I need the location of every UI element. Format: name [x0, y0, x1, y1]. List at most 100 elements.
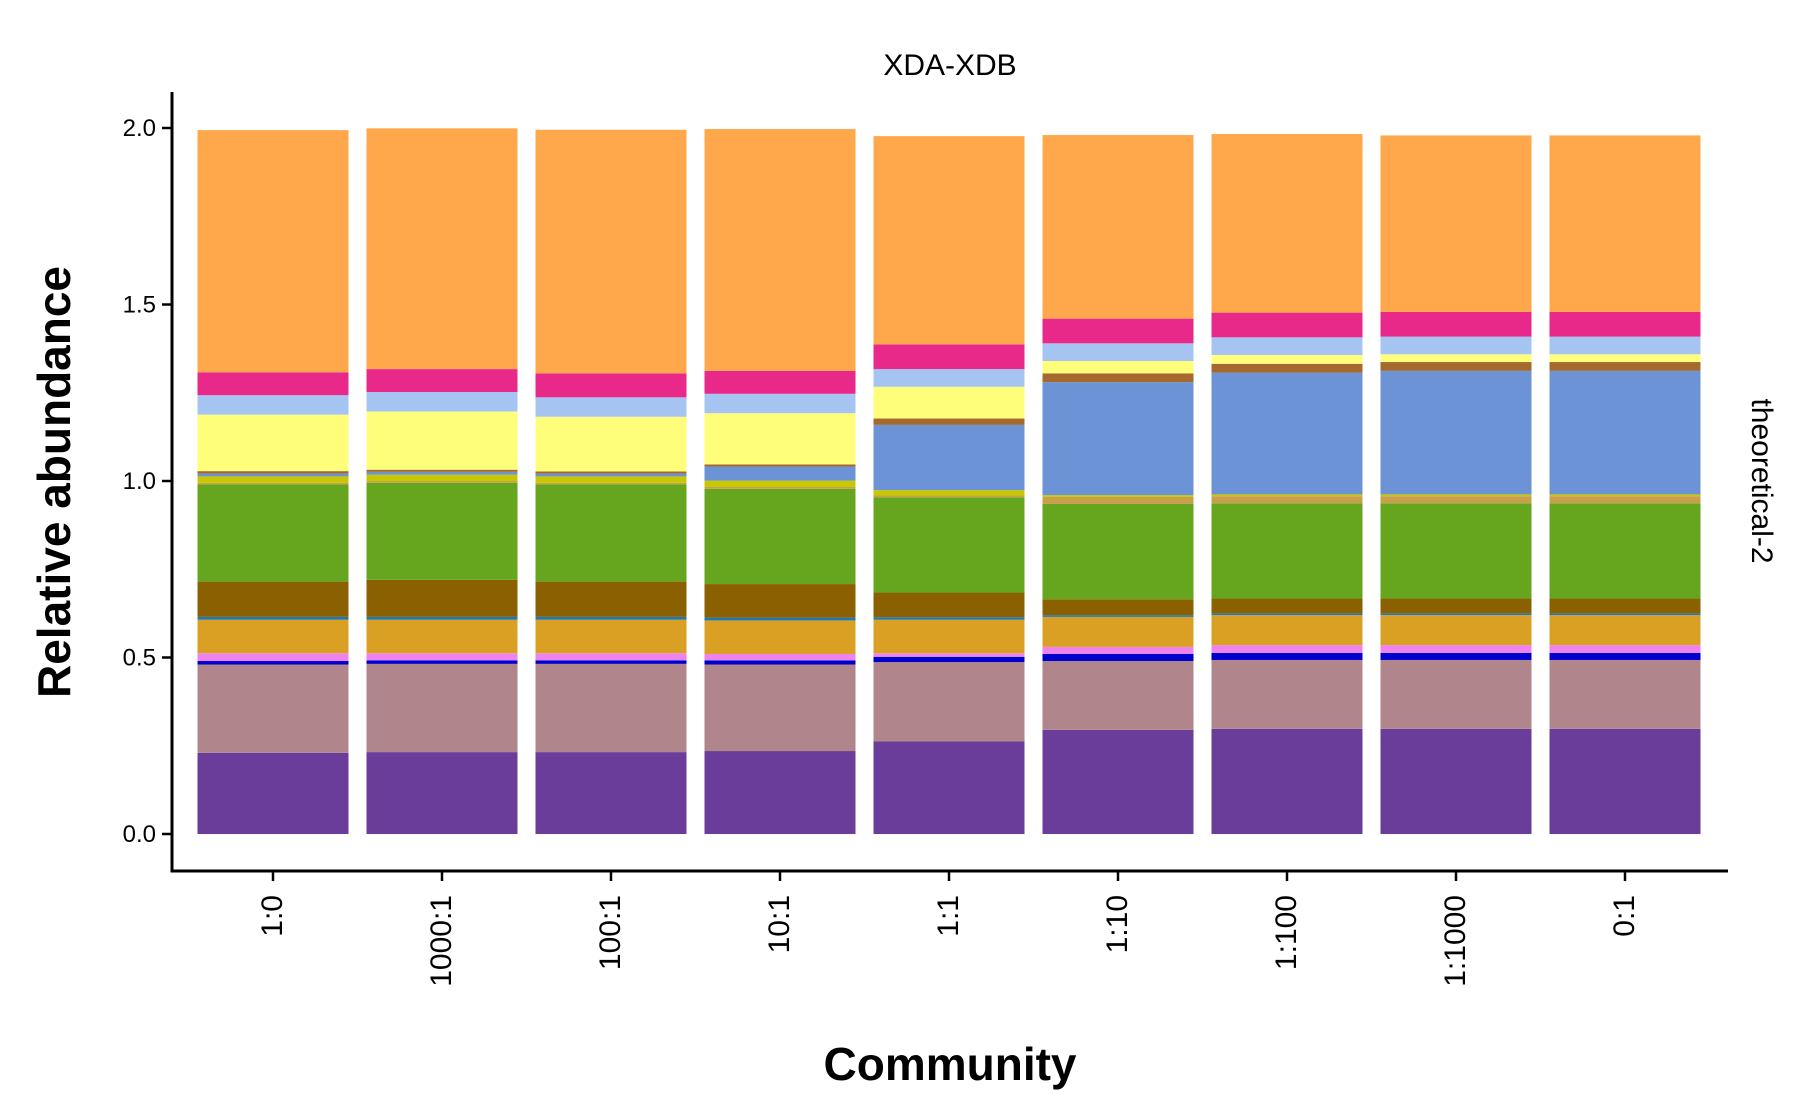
bar-segment	[1042, 615, 1194, 617]
bar-segment	[1042, 382, 1194, 496]
bar-segment	[366, 128, 518, 370]
bar-segment	[1042, 343, 1194, 361]
x-tick-label: 100:1	[594, 895, 627, 970]
bar-segment	[197, 414, 349, 472]
x-tick-label: 0:1	[1608, 895, 1641, 937]
bar-segment	[366, 752, 518, 834]
bar-segment	[1549, 503, 1701, 599]
bar-segment	[1211, 372, 1363, 495]
bar-segment	[704, 664, 856, 752]
y-tick-label: 1.0	[123, 468, 156, 495]
bar-segment	[1042, 503, 1194, 600]
bar-segment	[1549, 135, 1701, 312]
bar-segment	[535, 482, 687, 485]
bar-segment	[1549, 652, 1701, 660]
bar-segment	[535, 663, 687, 753]
bar-stack-1:1000	[1380, 135, 1532, 834]
bar-segment	[366, 579, 518, 617]
bar-segment	[873, 741, 1025, 834]
facet-label-top: XDA-XDB	[883, 49, 1016, 82]
bar-segment	[535, 129, 687, 374]
y-tick-label: 0.0	[123, 821, 156, 848]
bar-segment	[873, 490, 1025, 496]
bar-segment	[1042, 135, 1194, 319]
bar-segment	[197, 473, 349, 477]
y-tick-label: 0.5	[123, 645, 156, 672]
x-ticks-layer: 1:0 1000:1 100:1 10:1 1:1 1:10 1:100 1:1000 0:1	[256, 871, 1641, 987]
bar-segment	[1380, 598, 1532, 614]
x-tick-label: 10:1	[763, 895, 796, 953]
bar-segment	[873, 386, 1025, 419]
bar-segment	[704, 464, 856, 467]
bar-segment	[1211, 494, 1363, 497]
bar-segment	[366, 392, 518, 412]
bar-segment	[197, 372, 349, 396]
bar-segment	[366, 616, 518, 620]
bar-segment	[704, 480, 856, 488]
bar-segment	[1211, 728, 1363, 834]
bar-segment	[704, 617, 856, 621]
bar-segment	[1380, 370, 1532, 495]
bar-segment	[1211, 645, 1363, 653]
bar-segment	[1042, 599, 1194, 616]
bar-segment	[1380, 494, 1532, 497]
bar-segment	[366, 474, 518, 481]
bar-segment	[1549, 370, 1701, 495]
bar-segment	[535, 397, 687, 417]
bar-segment	[873, 662, 1025, 742]
bar-segment	[366, 663, 518, 753]
bar-segment	[197, 664, 349, 753]
bar-segment	[1549, 645, 1701, 653]
bar-segment	[1042, 360, 1194, 374]
bar-segment	[704, 370, 856, 394]
bar-segment	[535, 471, 687, 474]
bars-layer	[197, 128, 1701, 834]
x-tick-label: 1:0	[256, 895, 289, 937]
x-axis-title: Community	[824, 1038, 1077, 1090]
bar-stack-10:1	[704, 129, 856, 834]
bar-segment	[197, 476, 349, 483]
bar-segment	[1042, 646, 1194, 654]
bar-segment	[704, 660, 856, 665]
bar-segment	[1549, 613, 1701, 616]
bar-segment	[1211, 615, 1363, 646]
bar-segment	[1380, 652, 1532, 660]
bar-segment	[535, 653, 687, 661]
bar-segment	[1380, 311, 1532, 337]
x-tick-label: 1000:1	[425, 895, 458, 987]
bar-segment	[1380, 336, 1532, 355]
bar-segment	[1549, 311, 1701, 337]
bar-segment	[535, 373, 687, 398]
bar-segment	[197, 482, 349, 485]
bar-segment	[704, 620, 856, 654]
bar-segment	[535, 416, 687, 472]
bar-segment	[704, 413, 856, 465]
bar-segment	[366, 653, 518, 661]
bar-segment	[873, 495, 1025, 498]
bar-segment	[1549, 362, 1701, 371]
bar-segment	[873, 424, 1025, 491]
x-tick-label: 1:1	[932, 895, 965, 937]
bar-stack-1:1	[873, 136, 1025, 834]
bar-segment	[1211, 496, 1363, 504]
bar-segment	[1211, 312, 1363, 338]
bar-segment	[704, 488, 856, 585]
bar-segment	[535, 484, 687, 582]
bar-segment	[1042, 661, 1194, 730]
bar-segment	[1042, 373, 1194, 383]
bar-segment	[1211, 652, 1363, 660]
bar-segment	[1042, 616, 1194, 647]
bar-segment	[366, 369, 518, 393]
bar-segment	[1042, 653, 1194, 662]
bar-segment	[873, 617, 1025, 620]
y-tick-label: 1.5	[123, 292, 156, 319]
bar-segment	[535, 660, 687, 664]
bar-segment	[1549, 659, 1701, 729]
bar-segment	[873, 497, 1025, 593]
bar-segment	[1211, 598, 1363, 614]
bar-segment	[1211, 613, 1363, 616]
y-ticks-layer: 0.0 0.5 1.0 1.5 2.0	[123, 115, 172, 848]
bar-segment	[197, 752, 349, 834]
bar-segment	[1549, 354, 1701, 363]
bar-segment	[1211, 363, 1363, 373]
